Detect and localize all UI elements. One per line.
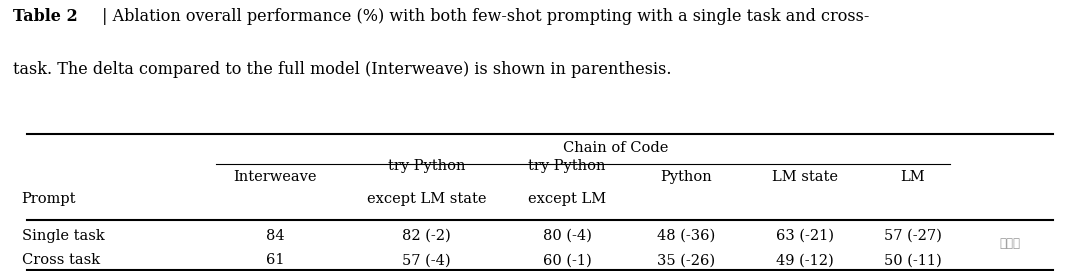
Text: Prompt: Prompt [22, 192, 76, 206]
Text: except LM state: except LM state [367, 192, 486, 206]
Text: LM: LM [901, 170, 924, 184]
Text: 60 (-1): 60 (-1) [542, 253, 592, 267]
Text: 82 (-2): 82 (-2) [402, 229, 451, 243]
Text: | Ablation overall performance (%) with both few-shot prompting with a single ta: | Ablation overall performance (%) with … [96, 8, 869, 25]
Text: Chain of Code: Chain of Code [563, 141, 669, 155]
Text: 80 (-4): 80 (-4) [542, 229, 592, 243]
Text: 49 (-12): 49 (-12) [775, 253, 834, 267]
Text: 48 (-36): 48 (-36) [657, 229, 715, 243]
Text: Single task: Single task [22, 229, 105, 243]
Text: 63 (-21): 63 (-21) [775, 229, 834, 243]
Text: task. The delta compared to the full model (Interweave) is shown in parenthesis.: task. The delta compared to the full mod… [13, 61, 672, 78]
Text: except LM: except LM [528, 192, 606, 206]
Text: 新智元: 新智元 [999, 237, 1021, 250]
Text: 84: 84 [266, 229, 285, 243]
Text: Python: Python [660, 170, 712, 184]
Text: 50 (-11): 50 (-11) [883, 253, 942, 267]
Text: 57 (-4): 57 (-4) [402, 253, 451, 267]
Text: 57 (-27): 57 (-27) [883, 229, 942, 243]
Text: try Python: try Python [388, 159, 465, 173]
Text: Table 2: Table 2 [13, 8, 78, 25]
Text: 35 (-26): 35 (-26) [657, 253, 715, 267]
Text: try Python: try Python [528, 159, 606, 173]
Text: Interweave: Interweave [233, 170, 318, 184]
Text: Cross task: Cross task [22, 253, 99, 267]
Text: LM state: LM state [771, 170, 838, 184]
Text: 61: 61 [266, 253, 285, 267]
